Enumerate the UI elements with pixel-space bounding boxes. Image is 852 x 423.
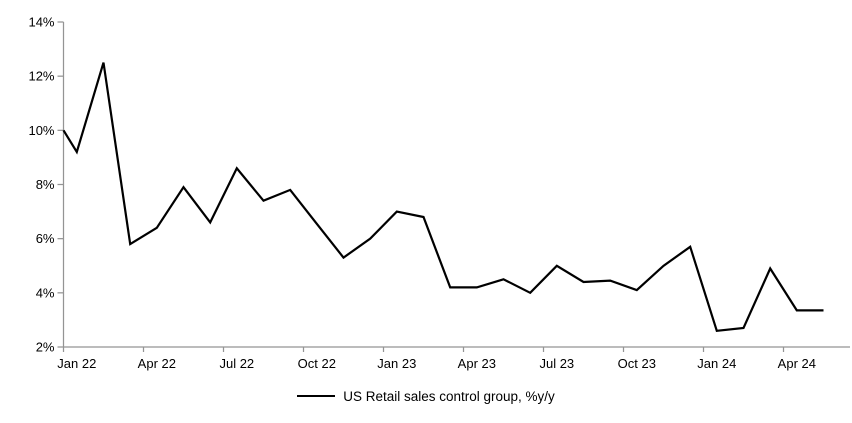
x-axis-tick-label: Jan 22 bbox=[57, 356, 96, 371]
x-axis-tick-label: Jul 22 bbox=[219, 356, 254, 371]
y-axis-tick-label: 10% bbox=[28, 123, 54, 138]
x-axis-tick-label: Jan 24 bbox=[697, 356, 736, 371]
x-axis-tick-label: Jan 23 bbox=[377, 356, 416, 371]
x-axis-tick-label: Oct 22 bbox=[298, 356, 336, 371]
x-axis-tick-label: Oct 23 bbox=[618, 356, 656, 371]
y-axis-tick-label: 2% bbox=[36, 340, 55, 355]
x-axis-tick-label: Apr 22 bbox=[138, 356, 176, 371]
data-series-line bbox=[62, 62, 824, 332]
x-axis-tick-label: Jul 23 bbox=[539, 356, 574, 371]
legend-label: US Retail sales control group, %y/y bbox=[343, 388, 555, 404]
x-axis-tick-label: Apr 24 bbox=[778, 356, 816, 371]
y-axis-tick-label: 4% bbox=[36, 285, 55, 300]
y-axis-tick-label: 14% bbox=[28, 15, 54, 30]
y-axis-tick-label: 12% bbox=[28, 69, 54, 84]
legend-line-swatch bbox=[297, 395, 336, 397]
plot-area: 14% 12% 10% 8% 6% 4% 2%Jan 22 Apr 22 Jul 22 Oct 2… bbox=[28, 15, 850, 371]
y-axis-tick-label: 8% bbox=[36, 177, 55, 192]
x-axis-tick-label: Apr 23 bbox=[458, 356, 496, 371]
legend: US Retail sales control group, %y/y bbox=[0, 387, 852, 405]
y-axis-tick-label: 6% bbox=[36, 231, 55, 246]
